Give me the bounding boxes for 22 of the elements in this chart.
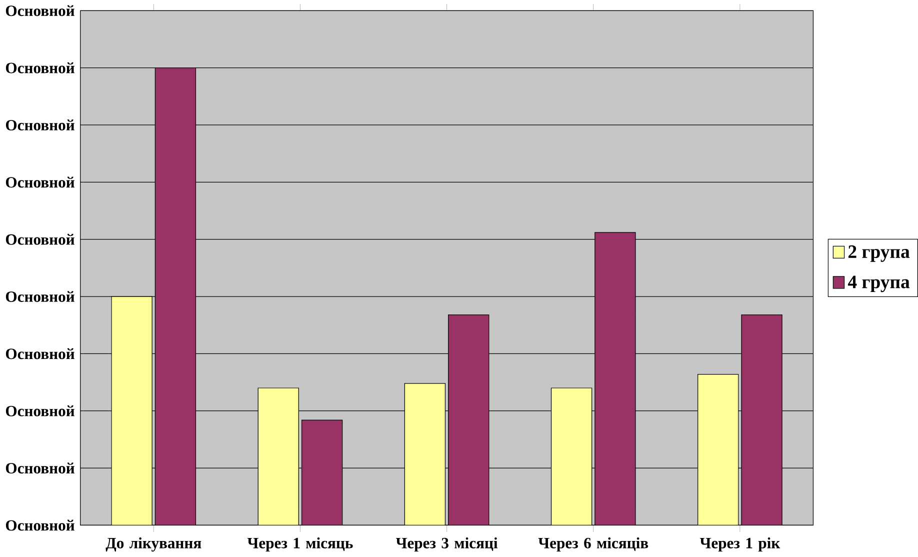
bar <box>448 314 490 526</box>
text: Основной <box>6 406 74 416</box>
x-tick-label: Через 1 рік <box>700 537 780 552</box>
text: Основной <box>6 120 74 131</box>
legend-label: 2 група <box>848 246 910 262</box>
text: Основной <box>6 348 74 360</box>
x-tick-label: Через 3 місяці <box>396 537 498 552</box>
bar <box>594 232 636 526</box>
legend-label: 4 група <box>848 276 910 292</box>
x-tick-label: Через 6 місяців <box>538 537 648 552</box>
text: Основной <box>6 462 74 474</box>
text: Основной <box>6 176 74 188</box>
text: Основной <box>6 291 74 302</box>
bar <box>154 68 196 526</box>
text: Основной <box>6 234 74 245</box>
text: Основной <box>6 62 74 74</box>
text: Основной <box>6 520 74 531</box>
bar <box>301 420 343 526</box>
text: Основной <box>6 5 74 16</box>
x-tick-label: До лікування <box>106 537 202 552</box>
x-tick-label: Через 1 місяць <box>247 537 353 552</box>
bar <box>741 314 782 526</box>
